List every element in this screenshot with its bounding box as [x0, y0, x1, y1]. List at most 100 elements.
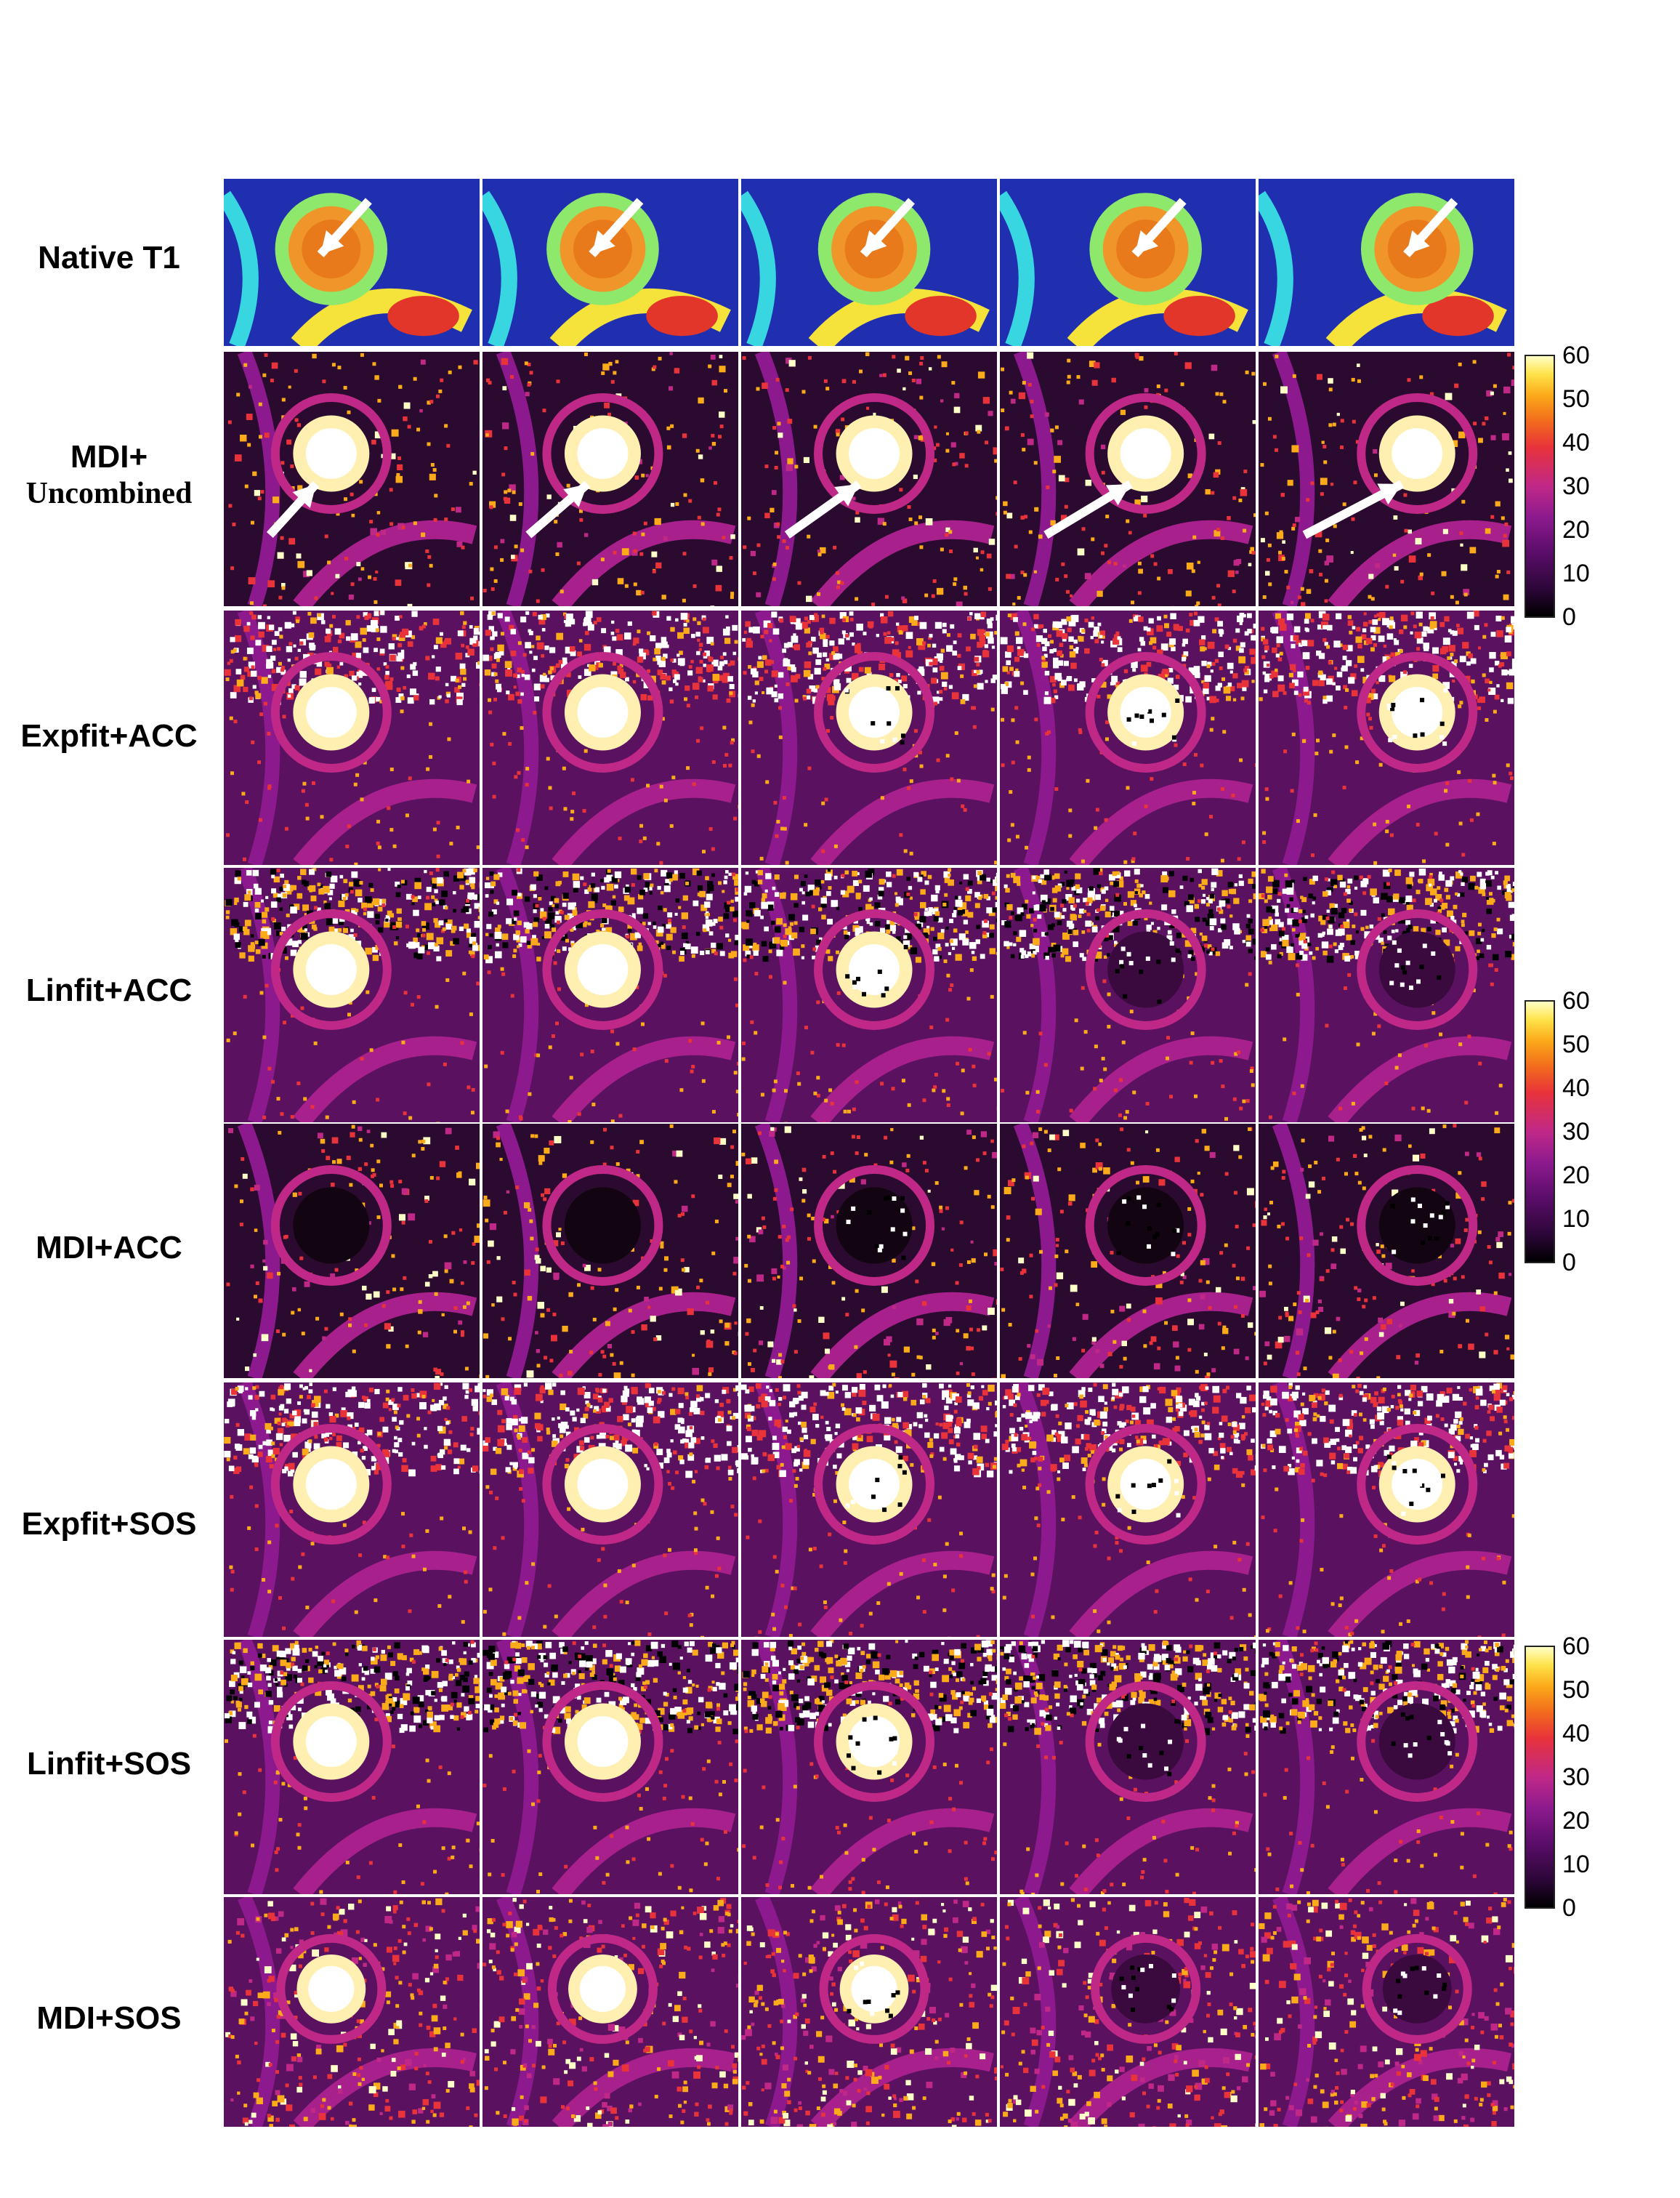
map-tile — [1000, 179, 1256, 346]
cardiac-map-image — [1000, 1124, 1256, 1378]
cardiac-map-image — [224, 868, 480, 1122]
row-label-text: MDI+SOS — [36, 2000, 182, 2036]
arrow-head — [863, 230, 887, 254]
colorbar-3-tick-30: 30 — [1562, 1763, 1590, 1791]
cardiac-map-image — [1259, 1897, 1514, 2127]
cardiac-map-image — [741, 352, 997, 606]
cardiac-map-image — [224, 179, 480, 346]
colorbar-2 — [1524, 1000, 1555, 1263]
colorbar-1-tick-0: 0 — [1562, 603, 1576, 631]
cardiac-map-image — [1000, 179, 1256, 346]
cardiac-map-image — [1000, 1640, 1256, 1894]
map-tile — [224, 1640, 480, 1894]
map-tile — [741, 1640, 997, 1894]
map-tile — [1259, 179, 1514, 346]
colorbar-1-tick-50: 50 — [1562, 385, 1590, 413]
cardiac-map-image — [1259, 868, 1514, 1122]
cardiac-map-image — [741, 1382, 997, 1637]
map-tile — [741, 868, 997, 1122]
map-tile — [741, 1124, 997, 1378]
image-grid — [224, 179, 1517, 2127]
row-label-text: Linfit+SOS — [26, 1746, 192, 1782]
colorbar-1-tick-20: 20 — [1562, 516, 1590, 544]
colorbar-1-tick-30: 30 — [1562, 472, 1590, 500]
map-tile — [1259, 1897, 1514, 2127]
cardiac-map-image — [1259, 1640, 1514, 1894]
map-tile — [1259, 1124, 1514, 1378]
map-tile — [482, 1640, 738, 1894]
map-tile — [741, 1382, 997, 1637]
row-label-text: Linfit+ACC — [25, 973, 193, 1008]
cardiac-map-image — [1000, 1382, 1256, 1637]
map-tile — [1000, 1897, 1256, 2127]
map-tile — [741, 352, 997, 606]
cardiac-map-image — [224, 1124, 480, 1378]
cardiac-map-image — [482, 1897, 738, 2127]
map-tile — [224, 352, 480, 606]
colorbar-3-tick-20: 20 — [1562, 1807, 1590, 1835]
row-label-expfit-acc: Expfit+ACC — [0, 718, 218, 755]
cardiac-map-image — [224, 1640, 480, 1894]
colorbar-2-tick-60: 60 — [1562, 987, 1590, 1015]
cardiac-map-image — [482, 1124, 738, 1378]
row-label-text: Native T1 — [38, 240, 180, 275]
cardiac-map-image — [224, 352, 480, 606]
colorbar-2-tick-0: 0 — [1562, 1249, 1576, 1276]
cardiac-map-image — [741, 868, 997, 1122]
map-tile — [1000, 611, 1256, 865]
cardiac-map-image — [741, 179, 997, 346]
map-tile — [482, 611, 738, 865]
map-tile — [1000, 1640, 1256, 1894]
row-label-mdi-sos: MDI+SOS — [0, 2000, 218, 2037]
map-tile — [1000, 868, 1256, 1122]
colorbar-3-tick-10: 10 — [1562, 1851, 1590, 1878]
map-tile — [482, 352, 738, 606]
map-tile — [224, 1897, 480, 2127]
map-tile — [1000, 1382, 1256, 1637]
cardiac-map-image — [482, 1382, 738, 1637]
row-label-subtext: Uncombined — [25, 476, 193, 510]
map-tile — [1000, 1124, 1256, 1378]
map-tile — [482, 1897, 738, 2127]
arrow-head — [292, 484, 316, 509]
arrow-head — [1377, 483, 1402, 505]
cardiac-map-image — [482, 611, 738, 865]
map-tile — [224, 1124, 480, 1378]
cardiac-map-image — [1259, 1124, 1514, 1378]
map-tile — [1259, 868, 1514, 1122]
map-tile — [1259, 1640, 1514, 1894]
arrow-head — [1105, 484, 1131, 506]
cardiac-map-image — [1259, 352, 1514, 606]
cardiac-map-image — [1000, 352, 1256, 606]
map-tile — [1000, 352, 1256, 606]
map-tile — [482, 868, 738, 1122]
arrow-head — [1406, 230, 1430, 254]
row-label-text: MDI+ — [70, 439, 148, 475]
cardiac-map-image — [741, 1897, 997, 2127]
colorbar-2-tick-40: 40 — [1562, 1074, 1590, 1102]
cardiac-map-image — [741, 611, 997, 865]
cardiac-map-image — [482, 352, 738, 606]
map-tile — [482, 1382, 738, 1637]
map-tile — [224, 868, 480, 1122]
row-label-linfit-sos: Linfit+SOS — [0, 1746, 218, 1783]
colorbar-1-tick-10: 10 — [1562, 560, 1590, 587]
cardiac-map-image — [482, 1640, 738, 1894]
map-tile — [482, 179, 738, 346]
row-label-text: Expfit+SOS — [21, 1506, 197, 1542]
row-label-mdi-acc: MDI+ACC — [0, 1230, 218, 1267]
map-tile — [224, 611, 480, 865]
colorbar-3-tick-50: 50 — [1562, 1676, 1590, 1704]
colorbar-3-tick-0: 0 — [1562, 1894, 1576, 1922]
arrow-head — [834, 484, 860, 507]
colorbar-3-tick-60: 60 — [1562, 1633, 1590, 1660]
colorbar-1-tick-60: 60 — [1562, 342, 1590, 369]
row-label-native-t1: Native T1 — [0, 240, 218, 277]
colorbar-2-tick-10: 10 — [1562, 1205, 1590, 1233]
map-tile — [224, 179, 480, 346]
map-tile — [1259, 1382, 1514, 1637]
cardiac-map-image — [1259, 179, 1514, 346]
arrow-head — [563, 484, 588, 507]
arrow-head — [591, 230, 615, 254]
colorbar-2-tick-30: 30 — [1562, 1118, 1590, 1146]
